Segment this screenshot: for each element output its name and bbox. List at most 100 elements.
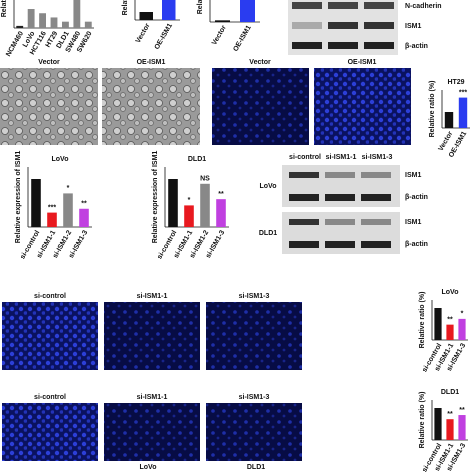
x-tick-label: OE-ISM1 (154, 22, 175, 51)
blot-band (325, 194, 355, 201)
blot-column: si-ISM1-3 (362, 154, 393, 161)
y-axis-label: Relative ex (1, 0, 8, 17)
chart-title: LoVo (52, 156, 69, 163)
bar (434, 408, 442, 440)
bar (458, 415, 466, 440)
blot-band (361, 194, 391, 201)
blot-band (325, 219, 355, 225)
blot-band (364, 2, 394, 9)
significance: ** (447, 411, 453, 418)
significance: *** (48, 204, 56, 211)
y-axis-label: Relative ratio (%) (419, 392, 426, 449)
significance: * (461, 311, 464, 318)
image-label: si-ISM1-3 (239, 394, 270, 401)
image-label: si-control (34, 293, 66, 300)
micrograph (104, 403, 200, 461)
blot-label: N-cadherin (405, 3, 442, 10)
significance: NS (200, 176, 210, 183)
footer-label: LoVo (140, 464, 157, 471)
bar (63, 193, 73, 227)
blot-band (289, 241, 319, 248)
blot-label: ISM1 (405, 23, 421, 30)
significance: ** (459, 407, 465, 414)
blot-band (289, 194, 319, 201)
micrograph (206, 403, 302, 461)
blot-band (328, 22, 358, 29)
blot-band (328, 42, 358, 49)
footer-label: DLD1 (247, 464, 265, 471)
image-label: si-ISM1-1 (137, 293, 168, 300)
image-label: OE-ISM1 (348, 59, 377, 66)
x-tick-label: OE-ISM1 (232, 24, 253, 53)
blot-band (364, 22, 394, 29)
blot-band (292, 22, 322, 29)
significance: *** (459, 89, 467, 96)
blot-band (328, 2, 358, 9)
image-label: OE-ISM1 (137, 59, 166, 66)
significance: * (67, 185, 70, 192)
blot-row: DLD1 (259, 230, 277, 237)
blot-band (289, 172, 319, 178)
bar (168, 179, 178, 227)
blot-column: si-control (289, 154, 321, 161)
bar (215, 20, 230, 22)
bar (444, 112, 454, 128)
chart-title: DLD1 (188, 156, 206, 163)
bar (458, 97, 468, 128)
chart-title: HT29 (447, 79, 464, 86)
bar (50, 17, 58, 28)
bar (27, 9, 35, 29)
bar (458, 318, 466, 340)
image-label: si-ISM1-1 (137, 394, 168, 401)
y-axis-label: Relative ex (197, 0, 204, 14)
blot-band (361, 172, 391, 178)
micrograph (314, 68, 411, 145)
bar (31, 179, 41, 227)
blot-band (292, 42, 322, 49)
blot-band (292, 2, 322, 9)
blot-label: ISM1 (405, 219, 421, 226)
bar (16, 25, 24, 28)
significance: ** (81, 201, 87, 208)
chart-title: LoVo (442, 289, 459, 296)
image-label: si-ISM1-3 (239, 293, 270, 300)
bar (162, 0, 176, 20)
blot-band (325, 172, 355, 178)
blot-label: ISM1 (405, 172, 421, 179)
bar (73, 0, 81, 29)
blot-band (325, 241, 355, 248)
blot-band (361, 241, 391, 248)
blot-label: β-actin (405, 241, 428, 248)
micrograph (212, 68, 309, 145)
y-axis-label: Relative ratio (%) (419, 292, 426, 349)
bar (240, 0, 255, 22)
image-label: si-control (34, 394, 66, 401)
micrograph (104, 302, 200, 370)
micrograph (2, 403, 98, 461)
bar (84, 21, 92, 28)
bar (62, 21, 69, 28)
blot-band (361, 219, 391, 225)
bar (47, 212, 57, 227)
bar (139, 12, 153, 20)
blot-band (289, 219, 319, 225)
significance: ** (218, 191, 224, 198)
micrograph (206, 302, 302, 370)
x-tick-label: Vector (135, 22, 152, 44)
bar (446, 324, 454, 340)
blot-row: LoVo (260, 183, 277, 190)
blot-column: si-ISM1-1 (326, 154, 357, 161)
micrograph (102, 68, 200, 145)
bar (184, 205, 194, 227)
image-label: Vector (249, 59, 271, 66)
micrograph (2, 302, 98, 370)
bar (200, 183, 210, 227)
y-axis-label: Relative expression of ISM1 (15, 151, 22, 244)
significance: ** (447, 316, 453, 323)
bar (434, 308, 442, 340)
blot-band (364, 42, 394, 49)
bar (216, 199, 226, 227)
x-tick-label: Vector (211, 24, 228, 46)
bar (79, 208, 89, 227)
